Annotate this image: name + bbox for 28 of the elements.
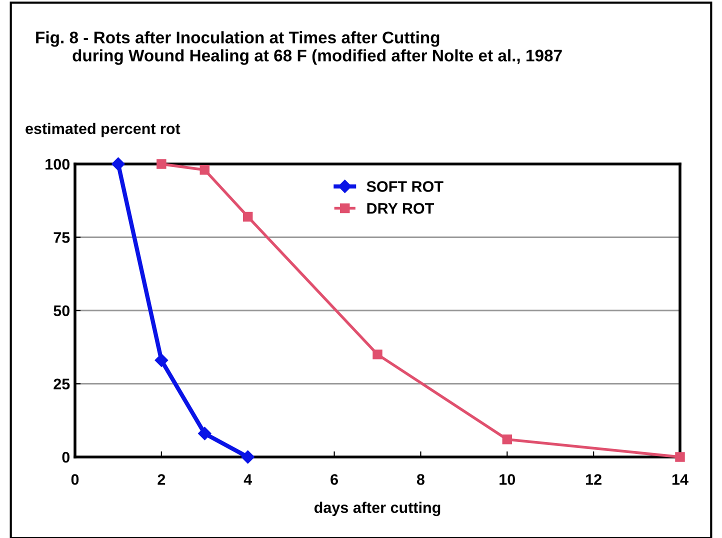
- x-tick-label: 6: [330, 474, 338, 485]
- x-tick-label: 10: [500, 474, 516, 485]
- point: [372, 350, 382, 360]
- x-tick-label: 2: [158, 474, 166, 485]
- legend-label: SOFT ROT: [366, 181, 444, 192]
- chart-title: Fig. 8 - Rots after Inoculation at Times after Cutting during Wound Healing at 68 F (modified after Nolte et al., 1987: [36, 31, 562, 65]
- y-tick-label: 50: [54, 305, 70, 316]
- point: [242, 212, 253, 222]
- y-tick-label: 25: [54, 378, 70, 390]
- point: [154, 354, 168, 367]
- x-tick-label: 12: [586, 474, 602, 485]
- y-axis-title: estimated percent rot: [26, 122, 180, 138]
- y-tick-label: 75: [54, 232, 70, 243]
- legend-label: DRY ROT: [367, 202, 434, 214]
- point: [675, 452, 685, 462]
- x-axis-title: days after cutting: [314, 502, 440, 516]
- x-tick-label: 14: [672, 474, 688, 485]
- x-tick-label: 8: [416, 474, 424, 485]
- point: [198, 426, 212, 440]
- point: [241, 450, 254, 464]
- x-tick-label: 0: [71, 474, 79, 485]
- point: [502, 434, 512, 444]
- point: [112, 157, 125, 171]
- y-tick-label: 100: [46, 158, 70, 170]
- point: [200, 165, 210, 175]
- x-tick-label: 4: [244, 474, 252, 485]
- y-tick-label: 0: [62, 452, 70, 463]
- point: [156, 159, 166, 169]
